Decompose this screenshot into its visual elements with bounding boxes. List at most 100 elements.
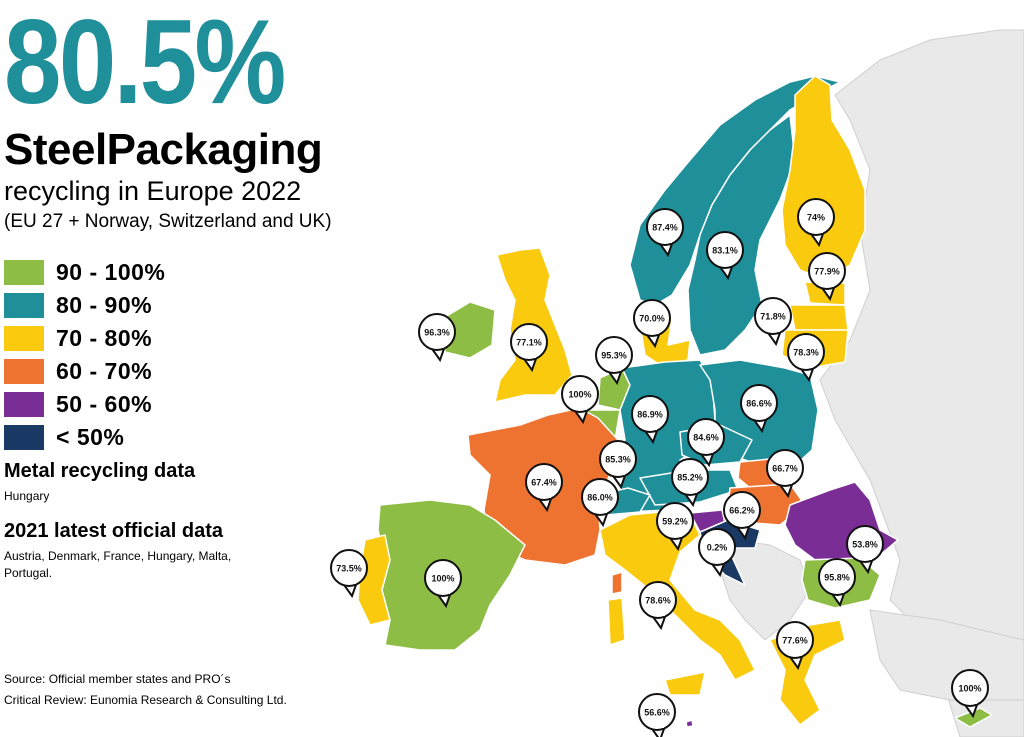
marker-bubble: [424, 559, 462, 597]
metal-recycling-heading: Metal recycling data: [4, 460, 196, 482]
marker-label: 77.9%: [814, 267, 840, 277]
marker-label: 73.5%: [336, 564, 362, 574]
marker-label: 66.2%: [729, 506, 755, 516]
marker-label: 0.2%: [707, 543, 728, 553]
marker-bubble: [808, 252, 846, 290]
legend-label: 80 - 90%: [56, 292, 153, 318]
legend-label: 60 - 70%: [56, 358, 153, 384]
legend-label: < 50%: [56, 424, 125, 450]
legend-swatch: [4, 260, 44, 285]
marker-austria: 85.2%: [671, 458, 709, 508]
marker-label: 86.0%: [587, 493, 613, 503]
legend-item: 60 - 70%: [4, 355, 165, 388]
marker-bubble: [330, 549, 368, 587]
marker-join: [651, 720, 664, 728]
legend-swatch: [4, 359, 44, 384]
marker-label: 95.3%: [601, 351, 627, 361]
marker-slovenia: 59.2%: [656, 502, 694, 552]
marker-join: [652, 608, 665, 616]
marker-join: [612, 467, 625, 475]
marker-bubble: [595, 336, 633, 374]
sicily-shape: [664, 671, 706, 696]
marker-bubble: [510, 323, 548, 361]
source-line: Source: Official member states and PRO´s: [4, 672, 231, 686]
marker-label: 87.4%: [652, 223, 678, 233]
marker-bubble: [818, 558, 856, 596]
marker-label: 59.2%: [662, 517, 688, 527]
marker-join: [964, 696, 977, 704]
marker-france: 67.4%: [525, 463, 563, 513]
marker-poland: 86.6%: [740, 384, 778, 434]
marker-spain: 100%: [424, 559, 462, 609]
marker-bubble: [787, 333, 825, 371]
legend-label: 90 - 100%: [56, 259, 166, 285]
legend-item: 70 - 80%: [4, 322, 165, 355]
official-data-heading: 2021 latest official data: [4, 520, 223, 542]
balkans-region: [719, 539, 811, 641]
marker-label: 86.6%: [746, 399, 772, 409]
marker-label: 100%: [568, 390, 591, 400]
marker-bubble: [561, 375, 599, 413]
marker-estonia: 77.9%: [808, 252, 846, 302]
legend-item: 50 - 60%: [4, 388, 165, 421]
marker-join: [523, 350, 536, 358]
legend: 90 - 100% 80 - 90% 70 - 80% 60 - 70% 50 …: [4, 256, 165, 454]
marker-label: 85.3%: [605, 455, 631, 465]
marker-germany: 86.9%: [631, 395, 669, 445]
marker-join: [736, 518, 749, 526]
marker-label: 78.3%: [793, 348, 819, 358]
marker-label: 96.3%: [424, 328, 450, 338]
marker-bubble: [723, 491, 761, 529]
marker-lithuania: 78.3%: [787, 333, 825, 383]
marker-join: [684, 485, 697, 493]
marker-finland: 74%: [797, 198, 835, 248]
marker-label: 74%: [807, 213, 825, 223]
marker-label: 70.0%: [639, 314, 665, 324]
marker-join: [779, 476, 792, 484]
marker-join: [431, 340, 444, 348]
corsica-shape: [611, 571, 623, 595]
marker-join: [669, 529, 682, 537]
marker-hungary: 66.2%: [723, 491, 761, 541]
marker-join: [831, 585, 844, 593]
marker-label: 86.9%: [637, 410, 663, 420]
marker-bubble: [631, 395, 669, 433]
sweden-shape: [687, 114, 796, 356]
marker-uk: 77.1%: [510, 323, 548, 373]
marker-norway: 87.4%: [646, 208, 684, 258]
value-markers: 96.3% 77.1% 87.4% 83.1% 74% 77.9% 71.8% 78.3% 70…: [330, 198, 989, 737]
marker-label: 95.8%: [824, 573, 850, 583]
marker-bubble: [599, 440, 637, 478]
legend-label: 50 - 60%: [56, 391, 153, 417]
marker-bubble: [639, 581, 677, 619]
headline-scope: (EU 27 + Norway, Switzerland and UK): [4, 211, 332, 232]
marker-bubble: [638, 693, 676, 731]
official-data-text: Austria, Denmark, France, Hungary, Malta…: [4, 549, 232, 580]
legend-label: 70 - 80%: [56, 325, 153, 351]
marker-join: [574, 402, 587, 410]
legend-swatch: [4, 293, 44, 318]
sardinia-shape: [607, 597, 626, 646]
marker-malta: 56.6%: [638, 693, 676, 737]
marker-join: [343, 576, 356, 584]
marker-switzerland: 86.0%: [581, 478, 619, 528]
marker-greece: 77.6%: [776, 621, 814, 671]
marker-slovakia: 66.7%: [766, 449, 804, 499]
marker-join: [437, 586, 450, 594]
marker-join: [821, 279, 834, 287]
marker-luxembourg: 85.3%: [599, 440, 637, 490]
marker-bubble: [754, 297, 792, 335]
marker-belgium: 100%: [561, 375, 599, 425]
marker-join: [859, 552, 872, 560]
marker-bubble: [797, 198, 835, 236]
marker-join: [711, 555, 724, 563]
marker-bubble: [846, 525, 884, 563]
marker-label: 77.1%: [516, 338, 542, 348]
marker-label: 53.8%: [852, 540, 878, 550]
metal-recycling-text: Hungary: [4, 489, 50, 503]
marker-label: 66.7%: [772, 464, 798, 474]
marker-bubble: [951, 669, 989, 707]
legend-item: 90 - 100%: [4, 256, 165, 289]
marker-join: [800, 360, 813, 368]
marker-label: 78.6%: [645, 596, 671, 606]
